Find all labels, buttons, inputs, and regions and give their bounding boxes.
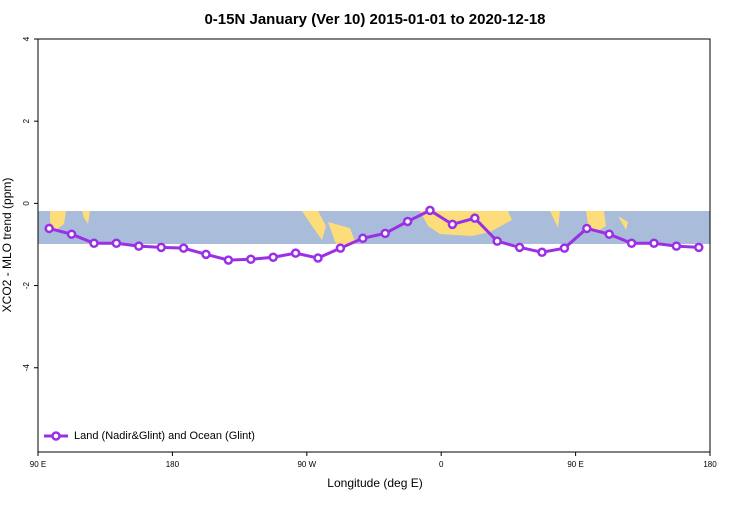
point [671, 241, 682, 251]
x-tick-label: 90 E [567, 460, 583, 469]
point [268, 252, 278, 262]
point [178, 243, 189, 253]
point [492, 236, 502, 246]
land [302, 211, 326, 240]
point [447, 219, 458, 230]
point [380, 228, 390, 239]
land [618, 216, 628, 230]
y-tick-label: 4 [22, 36, 31, 41]
point [201, 249, 211, 260]
point [134, 241, 144, 251]
point [626, 238, 637, 248]
point [246, 254, 256, 265]
legend-label: Land (Nadir&Glint) and Ocean (Glint) [74, 430, 255, 442]
x-tick-label: 180 [703, 460, 717, 469]
point [44, 223, 54, 234]
map-band [38, 211, 710, 244]
x-tick-label: 180 [166, 460, 180, 469]
point [223, 255, 234, 265]
land [550, 211, 560, 228]
y-tick-label: -2 [22, 281, 31, 289]
point [694, 242, 704, 253]
point [402, 216, 413, 227]
point [89, 238, 99, 248]
point [335, 243, 346, 253]
point [156, 242, 166, 253]
point [582, 223, 592, 234]
point [313, 253, 323, 263]
point [559, 243, 570, 253]
y-tick-label: 0 [22, 201, 31, 206]
point [470, 213, 480, 223]
y-tick-label: 2 [22, 118, 31, 123]
land [328, 222, 356, 244]
point [66, 229, 77, 239]
land [82, 211, 90, 224]
ocean [38, 211, 710, 244]
plot-frame [37, 38, 711, 453]
point [604, 229, 614, 239]
chart-title: 0-15N January (Ver 10) 2015-01-01 to 202… [204, 11, 545, 28]
land [50, 211, 66, 230]
x-tick-label: 90 E [30, 460, 46, 469]
point [537, 247, 547, 258]
point [514, 242, 525, 253]
point [425, 205, 435, 216]
x-tick-label: 90 W [297, 460, 316, 469]
y-axis-label: XCO2 - MLO trend (ppm) [0, 178, 14, 313]
point [649, 238, 659, 248]
legend-marker [51, 431, 61, 441]
point [358, 233, 368, 244]
point [290, 248, 301, 258]
x-axis-label: Longitude (deg E) [327, 476, 422, 490]
point [111, 238, 122, 248]
x-tick-label: 0 [439, 460, 444, 469]
y-tick-label: -4 [22, 364, 31, 372]
